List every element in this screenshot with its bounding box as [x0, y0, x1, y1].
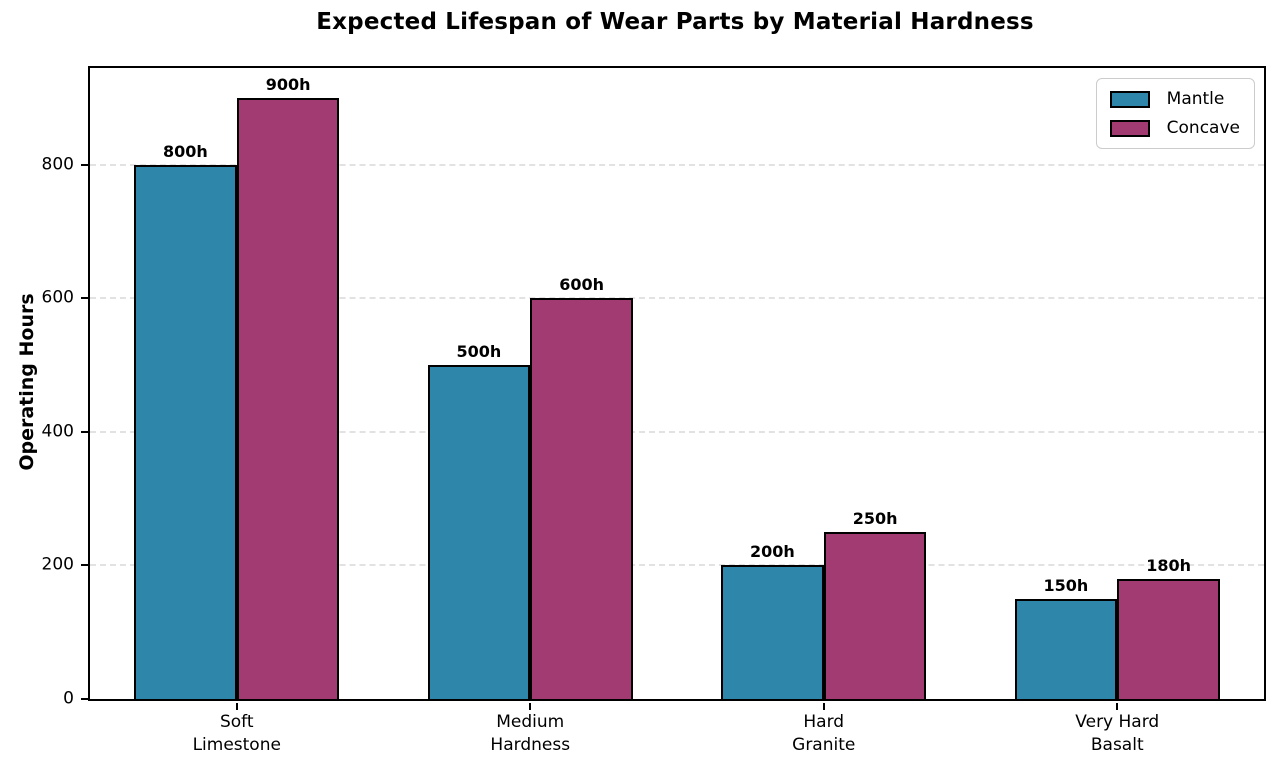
y-tick-label: 200	[41, 555, 74, 576]
bar-mantle	[1014, 598, 1118, 699]
x-tick-label: Very Hard Basalt	[1075, 712, 1160, 755]
y-tick-mark	[81, 163, 88, 166]
bar-value-label: 900h	[265, 75, 311, 95]
y-tick-mark	[81, 698, 88, 700]
legend-item-concave: Concave	[1109, 118, 1240, 138]
x-tick-mark	[1116, 703, 1119, 710]
y-gridline	[90, 297, 1264, 300]
bar-concave	[1117, 578, 1220, 699]
x-tick-mark	[529, 703, 532, 710]
bar-value-label: 150h	[1043, 575, 1089, 595]
bar-value-label: 200h	[749, 542, 795, 562]
x-tick-mark	[235, 703, 238, 710]
y-tick-mark	[81, 430, 88, 433]
x-tick-label: Medium Hardness	[490, 712, 571, 755]
bar-concave	[530, 298, 633, 699]
y-tick-mark	[81, 297, 88, 300]
bar-value-label: 250h	[852, 509, 898, 529]
bar-value-label: 500h	[456, 342, 502, 362]
y-gridline	[90, 163, 1264, 166]
y-tick-label: 800	[41, 154, 74, 175]
bar-mantle	[721, 565, 824, 699]
y-tick-label: 600	[41, 287, 74, 308]
bar-concave	[236, 98, 340, 699]
legend-swatch-mantle-icon	[1109, 90, 1150, 108]
bar-value-label: 600h	[559, 275, 605, 295]
legend-label-concave: Concave	[1166, 118, 1240, 138]
bar-value-label: 180h	[1146, 555, 1192, 575]
x-tick-label: Soft Limestone	[192, 712, 281, 755]
legend-swatch-concave-icon	[1109, 119, 1150, 137]
bar-mantle	[134, 164, 237, 699]
y-gridline	[90, 430, 1264, 433]
bar-value-label: 800h	[162, 141, 208, 161]
x-tick-label: Hard Granite	[792, 712, 856, 755]
y-axis-label: Operating Hours	[16, 293, 38, 471]
legend: Mantle Concave	[1095, 78, 1255, 149]
bar-concave	[823, 532, 927, 699]
legend-item-mantle: Mantle	[1109, 89, 1240, 109]
plot-area: Mantle Concave 0 200 400 600 800 Soft Limesto…	[42, 66, 1266, 755]
chart-title: Expected Lifespan of Wear Parts by Mater…	[316, 9, 1034, 35]
y-gridline	[90, 564, 1264, 567]
legend-label-mantle: Mantle	[1166, 89, 1225, 109]
y-tick-label: 400	[41, 421, 74, 442]
bar-mantle	[427, 365, 531, 699]
y-tick-label: 0	[63, 688, 74, 709]
y-tick-mark	[81, 564, 88, 567]
x-tick-mark	[822, 703, 825, 710]
